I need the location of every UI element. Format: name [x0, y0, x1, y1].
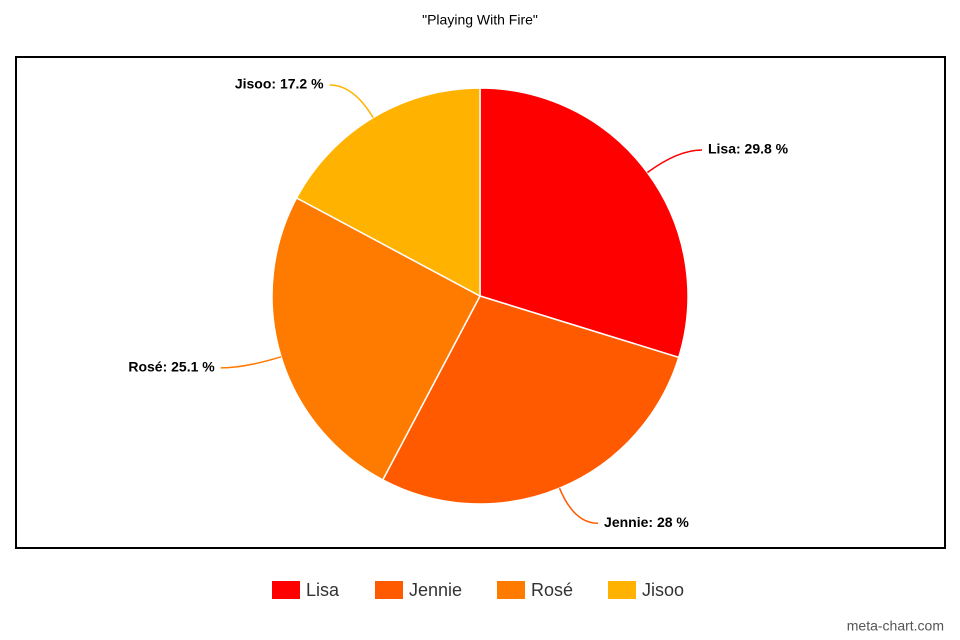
- legend-swatch: [375, 581, 403, 599]
- label-connector: [220, 356, 282, 369]
- credit: meta-chart.com: [847, 618, 944, 634]
- data-label: Rosé: 25.1 %: [128, 359, 215, 375]
- label-connector: [558, 487, 599, 525]
- legend-label: Rosé: [531, 580, 573, 600]
- label-connector: [646, 149, 702, 174]
- pie-slice: [381, 295, 680, 505]
- pie-slice: [295, 87, 481, 298]
- legend-label: Lisa: [306, 580, 340, 600]
- data-label: Jennie: 28 %: [604, 514, 689, 530]
- legend-swatch: [608, 581, 636, 599]
- data-label: Jisoo: 17.2 %: [235, 76, 324, 92]
- label-connector: [329, 84, 374, 118]
- chart-title: "Playing With Fire": [422, 12, 538, 28]
- pie-slice: [479, 87, 689, 359]
- legend-label: Jisoo: [642, 580, 684, 600]
- data-label: Lisa: 29.8 %: [708, 141, 789, 157]
- legend-swatch: [497, 581, 525, 599]
- legend-label: Jennie: [409, 580, 462, 600]
- legend-swatch: [272, 581, 300, 599]
